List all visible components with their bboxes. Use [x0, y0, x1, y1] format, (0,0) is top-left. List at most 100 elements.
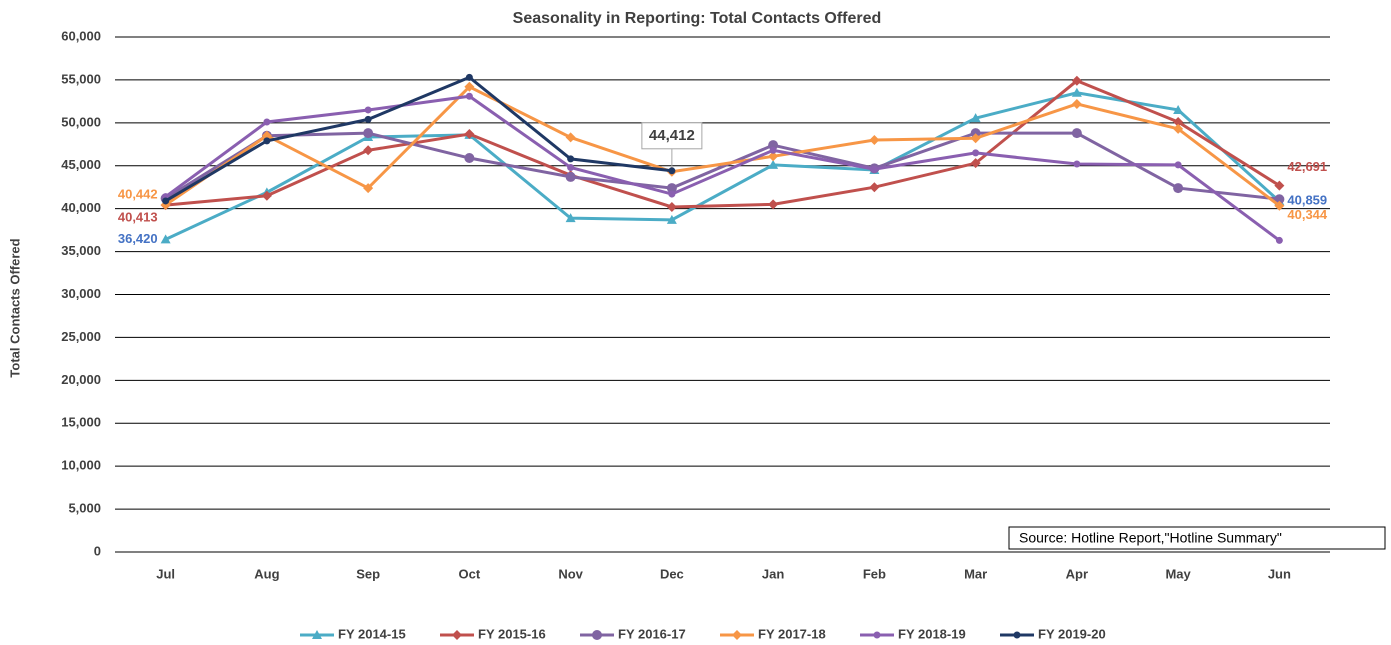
- legend-label: FY 2015-16: [478, 626, 546, 641]
- y-tick-label: 35,000: [61, 243, 101, 258]
- marker: [972, 149, 980, 157]
- marker: [1071, 98, 1082, 109]
- y-tick-label: 25,000: [61, 329, 101, 344]
- x-tick-label: Nov: [558, 566, 583, 581]
- marker: [769, 146, 777, 154]
- x-tick-label: Sep: [356, 566, 380, 581]
- marker: [465, 73, 473, 81]
- marker: [263, 137, 271, 145]
- marker: [1173, 116, 1184, 127]
- y-tick-label: 10,000: [61, 458, 101, 473]
- marker: [1173, 123, 1184, 134]
- marker: [1073, 160, 1081, 168]
- marker: [464, 128, 475, 139]
- data-label: 40,859: [1287, 193, 1327, 208]
- legend-label: FY 2014-15: [338, 626, 406, 641]
- marker: [668, 167, 676, 175]
- marker: [565, 132, 576, 143]
- marker: [970, 133, 981, 144]
- marker: [1174, 161, 1182, 169]
- y-tick-label: 60,000: [61, 28, 101, 43]
- legend-label: FY 2017-18: [758, 626, 826, 641]
- legend-label: FY 2016-17: [618, 626, 686, 641]
- marker: [873, 631, 881, 639]
- line: [165, 79, 1281, 209]
- legend-label: FY 2018-19: [898, 626, 966, 641]
- x-tick-label: Jul: [156, 566, 175, 581]
- x-tick-label: Mar: [964, 566, 987, 581]
- marker: [1071, 75, 1082, 86]
- data-label: 40,413: [118, 210, 158, 225]
- x-tick-label: Jun: [1268, 566, 1291, 581]
- marker: [870, 165, 878, 173]
- marker: [1013, 631, 1021, 639]
- marker: [363, 128, 374, 139]
- marker: [261, 130, 272, 141]
- marker: [1274, 180, 1285, 191]
- y-tick-label: 50,000: [61, 114, 101, 129]
- series: 40,442 40,344: [118, 81, 1328, 222]
- marker: [666, 201, 677, 212]
- y-tick-label: 30,000: [61, 286, 101, 301]
- line: [164, 131, 1280, 201]
- y-tick-label: 0: [94, 543, 101, 558]
- marker: [263, 118, 271, 126]
- data-label: 36,420: [118, 231, 158, 246]
- line: [164, 75, 673, 203]
- y-tick-label: 5,000: [68, 501, 101, 516]
- annotation: Source: Hotline Report,"Hotline Summary": [1019, 530, 1282, 546]
- line: [164, 91, 1281, 241]
- marker: [592, 630, 602, 640]
- marker: [768, 140, 779, 151]
- marker: [364, 115, 372, 123]
- y-tick-label: 15,000: [61, 415, 101, 430]
- series: 40,413 42,691: [118, 75, 1327, 225]
- marker: [768, 159, 779, 169]
- marker: [464, 81, 475, 92]
- marker: [363, 183, 374, 194]
- marker: [261, 190, 272, 201]
- marker: [668, 190, 676, 198]
- marker: [452, 630, 462, 640]
- marker: [768, 151, 779, 162]
- marker: [1275, 236, 1283, 244]
- series: 44,412: [162, 73, 703, 205]
- marker: [565, 171, 576, 182]
- annotation-box: [1008, 526, 1386, 550]
- y-tick-label: 55,000: [61, 71, 101, 86]
- marker: [970, 158, 981, 169]
- marker: [1173, 183, 1184, 194]
- x-tick-label: Jan: [762, 566, 784, 581]
- marker: [1173, 104, 1184, 114]
- marker: [160, 234, 171, 244]
- y-tick-label: 40,000: [61, 200, 101, 215]
- marker: [970, 113, 981, 123]
- x-tick-label: Dec: [660, 566, 684, 581]
- x-tick-label: Oct: [459, 566, 481, 581]
- y-tick-label: 45,000: [61, 157, 101, 172]
- data-label-box: [641, 122, 703, 150]
- marker: [1071, 87, 1082, 97]
- data-label: 40,442: [118, 186, 158, 201]
- marker: [666, 183, 677, 194]
- marker: [567, 155, 575, 163]
- marker: [162, 197, 170, 205]
- y-axis-label: Total Contacts Offered: [7, 238, 22, 377]
- marker: [666, 214, 677, 224]
- marker: [768, 199, 779, 210]
- marker: [970, 128, 981, 139]
- y-tick-label: 20,000: [61, 372, 101, 387]
- x-tick-label: May: [1165, 566, 1191, 581]
- marker: [567, 163, 575, 171]
- marker: [732, 630, 742, 640]
- legend-label: FY 2019-20: [1038, 626, 1106, 641]
- marker: [312, 630, 322, 639]
- marker: [363, 145, 374, 156]
- marker: [565, 213, 576, 223]
- marker: [1071, 128, 1082, 139]
- marker: [1274, 194, 1285, 205]
- marker: [364, 106, 372, 114]
- line: [164, 84, 1281, 207]
- line: [164, 94, 1281, 242]
